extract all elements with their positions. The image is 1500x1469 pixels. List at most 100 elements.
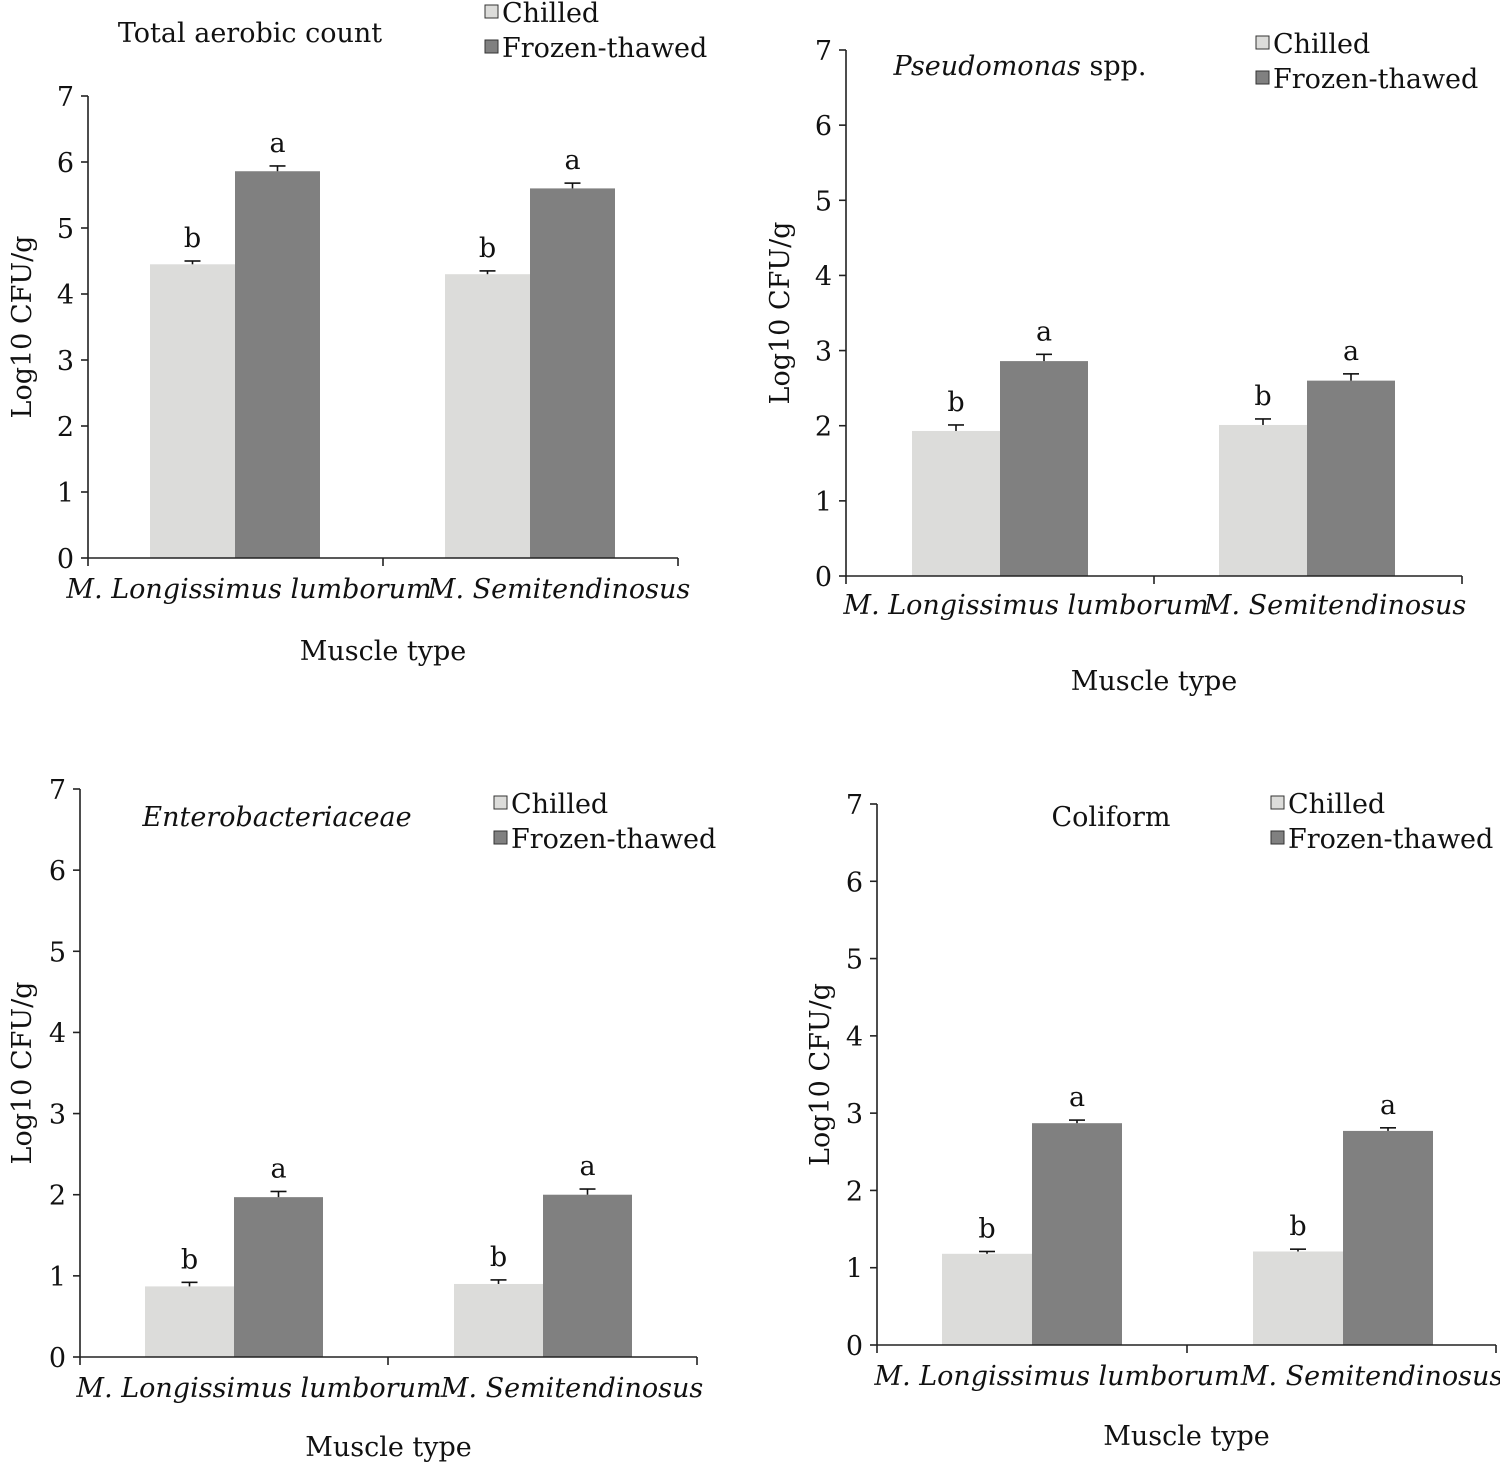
y-tick-label: 5 [57, 214, 74, 245]
significance-letter: a [1343, 336, 1359, 367]
bar [530, 188, 615, 558]
category-label: M. Semitendinosus [427, 574, 690, 605]
y-tick-label: 0 [815, 562, 832, 593]
legend-label: Chilled [502, 0, 599, 29]
category-label: M. Longissimus lumborum [842, 590, 1208, 621]
bar [912, 430, 1000, 576]
legend-label: Frozen-thawed [1288, 824, 1493, 855]
legend-label: Chilled [1273, 29, 1370, 60]
x-axis-label: Muscle type [305, 1432, 472, 1463]
y-tick-label: 1 [57, 478, 74, 509]
bar [445, 274, 530, 558]
y-tick-label: 7 [57, 82, 74, 113]
bar [1219, 424, 1307, 576]
bar [1253, 1251, 1343, 1345]
y-tick-label: 2 [846, 1176, 863, 1207]
y-tick-label: 4 [49, 1018, 66, 1049]
y-tick-label: 1 [846, 1254, 863, 1285]
y-tick-label: 6 [846, 867, 863, 898]
legend-swatch-chilled [1270, 795, 1285, 810]
bar [234, 1197, 323, 1357]
y-tick-label: 3 [846, 1099, 863, 1130]
bar [543, 1194, 632, 1357]
y-tick-label: 1 [815, 487, 832, 518]
chart-title-italic-part: Pseudomonas [893, 51, 1081, 82]
y-tick-label: 3 [57, 346, 74, 377]
y-tick-label: 7 [49, 775, 66, 806]
legend-swatch-frozen-thawed [484, 39, 499, 54]
bar [145, 1286, 234, 1357]
legend-swatch-chilled [493, 795, 508, 810]
legend-swatch-frozen-thawed [1270, 830, 1285, 845]
y-tick-label: 6 [815, 111, 832, 142]
y-tick-label: 7 [846, 790, 863, 821]
chart-panel-1: Total aerobic count Chilled Frozen-thawed b… [7, 0, 707, 667]
chart-title: Total aerobic count [118, 18, 382, 49]
bar [1032, 1123, 1122, 1345]
significance-letter: a [579, 1151, 595, 1182]
bar [150, 264, 235, 558]
y-axis-label: Log10 CFU/g [805, 983, 836, 1166]
bar [1000, 361, 1088, 576]
y-tick-label: 4 [815, 261, 832, 292]
y-tick-label: 0 [57, 544, 74, 575]
significance-letter: a [1036, 316, 1052, 347]
significance-letter: b [1289, 1211, 1306, 1242]
bar [454, 1283, 543, 1357]
y-tick-label: 3 [815, 337, 832, 368]
y-tick-label: 5 [49, 937, 66, 968]
significance-letter: a [270, 1153, 286, 1184]
significance-letter: b [181, 1244, 198, 1275]
y-tick-label: 0 [49, 1343, 66, 1374]
significance-letter: b [978, 1213, 995, 1244]
bar [235, 171, 320, 559]
bar [1343, 1130, 1433, 1345]
legend-label: Chilled [1288, 789, 1385, 820]
chart-title-plain-part: spp. [1081, 51, 1147, 82]
significance-letter: b [490, 1242, 507, 1273]
significance-letter: a [1380, 1090, 1396, 1121]
significance-letter: a [564, 145, 580, 176]
x-axis-label: Muscle type [300, 636, 467, 667]
y-tick-label: 4 [57, 280, 74, 311]
y-tick-label: 0 [846, 1331, 863, 1362]
chart-title: Coliform [1052, 802, 1171, 833]
y-tick-label: 7 [815, 36, 832, 67]
legend-label: Chilled [511, 789, 608, 820]
significance-letter: b [1254, 381, 1271, 412]
bar [1307, 380, 1395, 576]
y-tick-label: 1 [49, 1262, 66, 1293]
category-label: M. Semitendinosus [440, 1373, 703, 1404]
category-label: M. Semitendinosus [1203, 590, 1466, 621]
legend-swatch-frozen-thawed [1255, 70, 1270, 85]
legend-swatch-chilled [484, 4, 499, 19]
x-axis-label: Muscle type [1071, 666, 1238, 697]
y-tick-label: 2 [49, 1181, 66, 1212]
y-tick-label: 2 [57, 412, 74, 443]
bar [942, 1253, 1032, 1345]
legend-swatch-chilled [1255, 35, 1270, 50]
chart-title: Enterobacteriaceae [141, 802, 411, 833]
significance-letter: b [184, 223, 201, 254]
chart-panel-2: Pseudomonas spp. Chilled Frozen-thawed b a M.… [765, 29, 1478, 697]
y-tick-label: 5 [846, 945, 863, 976]
legend-swatch-frozen-thawed [493, 830, 508, 845]
significance-letter: b [479, 233, 496, 264]
chart-panel-3: Enterobacteriaceae Chilled Frozen-thawed b a… [7, 775, 716, 1463]
category-label: M. Longissimus lumborum [75, 1373, 441, 1404]
y-tick-label: 4 [846, 1022, 863, 1053]
legend-label: Frozen-thawed [511, 824, 716, 855]
y-tick-label: 6 [57, 148, 74, 179]
chart-title: Pseudomonas spp. [893, 51, 1147, 82]
x-axis-label: Muscle type [1103, 1421, 1270, 1452]
category-label: M. Longissimus lumborum [65, 574, 431, 605]
significance-letter: a [1069, 1082, 1085, 1113]
chart-panel-4: Coliform Chilled Frozen-thawed b a M. Longiss… [805, 789, 1500, 1452]
legend-label: Frozen-thawed [502, 33, 707, 64]
y-axis-label: Log10 CFU/g [765, 222, 796, 405]
y-tick-label: 6 [49, 856, 66, 887]
legend-label: Frozen-thawed [1273, 64, 1478, 95]
y-tick-label: 3 [49, 1100, 66, 1131]
